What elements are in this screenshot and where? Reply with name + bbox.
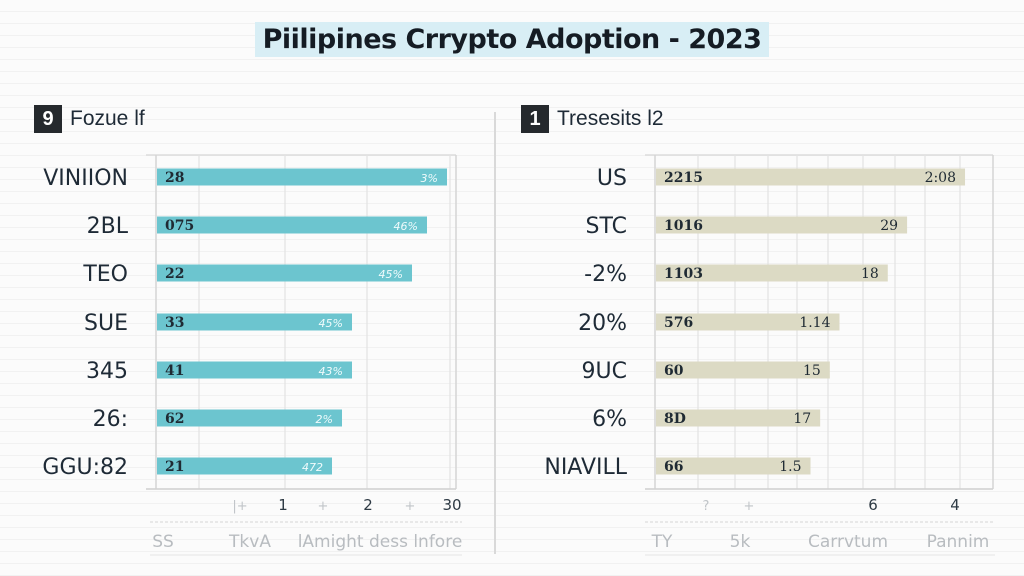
left-category-label: 345 bbox=[86, 359, 128, 384]
left-panel-badge: 9 bbox=[34, 105, 62, 133]
left-x-tick-label: 30 bbox=[442, 496, 461, 514]
right-bar-left-label: 2215 bbox=[664, 170, 703, 186]
left-x-tick-label: + bbox=[318, 499, 329, 514]
right-panel-header: 1 Tresesits l2 bbox=[521, 105, 664, 133]
right-panel-badge: 1 bbox=[521, 105, 549, 133]
right-category-label: NIAVILL bbox=[544, 455, 627, 480]
left-bar-left-label: 33 bbox=[165, 315, 184, 331]
left-bar bbox=[157, 457, 332, 475]
right-category-label: 20% bbox=[578, 311, 627, 336]
right-bar bbox=[656, 313, 840, 331]
left-x-tick-label: 2 bbox=[363, 496, 373, 514]
right-x-tick-label: + bbox=[744, 499, 755, 514]
left-category-label: VINIION bbox=[43, 166, 128, 191]
left-category-label: SUE bbox=[84, 311, 128, 336]
right-bar-left-label: 1016 bbox=[664, 218, 703, 234]
right-bar-left-label: 60 bbox=[664, 363, 684, 379]
left-footer-label: SS bbox=[152, 532, 174, 552]
right-bar-right-label: 18 bbox=[861, 266, 879, 282]
left-x-tick-label: 1 bbox=[278, 496, 288, 514]
right-bar bbox=[656, 264, 888, 282]
right-bar bbox=[656, 409, 821, 427]
left-bar-left-label: 41 bbox=[165, 363, 184, 379]
right-footer-label: Carrvtum bbox=[808, 532, 888, 552]
right-category-label: 6% bbox=[592, 407, 627, 432]
left-bar-right-label: 472 bbox=[302, 461, 323, 474]
left-bar bbox=[157, 409, 342, 427]
panel-divider bbox=[494, 112, 496, 554]
right-footer-label: Pannim bbox=[927, 532, 990, 552]
title-wrap: Piilipines Crrypto Adoption - 2023 bbox=[0, 22, 1024, 57]
left-category-label: TEO bbox=[82, 262, 128, 287]
left-panel-title: Fozue lf bbox=[70, 107, 145, 130]
right-bar bbox=[656, 361, 830, 379]
left-bar-right-label: 2% bbox=[316, 413, 333, 426]
right-category-label: US bbox=[597, 166, 627, 191]
left-bar-left-label: 62 bbox=[165, 411, 184, 427]
right-bar bbox=[656, 168, 966, 186]
right-bar-right-label: 1.5 bbox=[779, 459, 801, 475]
left-bar bbox=[157, 264, 412, 282]
left-x-tick-label: + bbox=[405, 499, 416, 514]
left-bar-right-label: 3% bbox=[421, 172, 438, 185]
right-bar-left-label: 1103 bbox=[664, 266, 703, 282]
right-panel-title: Tresesits l2 bbox=[557, 107, 664, 130]
right-footer-label: TY bbox=[651, 532, 673, 552]
right-bar bbox=[656, 457, 811, 475]
left-category-label: GGU:82 bbox=[42, 455, 128, 480]
right-bar-left-label: 576 bbox=[664, 315, 693, 331]
right-bar-left-label: 8D bbox=[664, 411, 686, 427]
left-bar bbox=[157, 216, 427, 234]
right-category-label: 9UC bbox=[582, 359, 627, 384]
right-category-label: -2% bbox=[584, 262, 627, 287]
left-bar bbox=[157, 168, 447, 186]
right-footer-label: 5k bbox=[730, 532, 751, 552]
left-bar-left-label: 22 bbox=[165, 266, 184, 282]
right-x-tick-label: 4 bbox=[950, 496, 960, 514]
left-x-tick-label: |+ bbox=[232, 499, 247, 514]
left-footer-label: TkvA bbox=[228, 532, 271, 552]
right-x-tick-label: 6 bbox=[868, 496, 878, 514]
left-bar-left-label: 075 bbox=[165, 218, 194, 234]
right-category-label: STC bbox=[586, 214, 627, 239]
chart-title: Piilipines Crrypto Adoption - 2023 bbox=[254, 22, 770, 57]
left-bar-left-label: 21 bbox=[165, 459, 184, 475]
left-bar bbox=[157, 361, 352, 379]
left-panel-header: 9 Fozue lf bbox=[34, 105, 145, 133]
left-bar-right-label: 46% bbox=[394, 220, 418, 233]
left-bar bbox=[157, 313, 352, 331]
right-bar-right-label: 1.14 bbox=[799, 315, 830, 331]
right-bar-left-label: 66 bbox=[664, 459, 683, 475]
right-bar-right-label: 2:08 bbox=[925, 170, 956, 186]
left-bar-left-label: 28 bbox=[165, 170, 184, 186]
left-category-label: 2BL bbox=[87, 214, 129, 239]
left-category-label: 26: bbox=[93, 407, 128, 432]
left-bar-right-label: 45% bbox=[319, 317, 343, 330]
right-bar bbox=[656, 216, 908, 234]
right-bar-right-label: 15 bbox=[803, 363, 821, 379]
right-bar-right-label: 29 bbox=[880, 218, 898, 234]
left-bar-right-label: 45% bbox=[379, 268, 403, 281]
right-x-tick-label: ? bbox=[703, 499, 710, 514]
left-bar-right-label: 43% bbox=[319, 365, 343, 378]
left-footer-label: lAmight dess lnfore bbox=[298, 532, 463, 552]
right-bar-right-label: 17 bbox=[793, 411, 811, 427]
